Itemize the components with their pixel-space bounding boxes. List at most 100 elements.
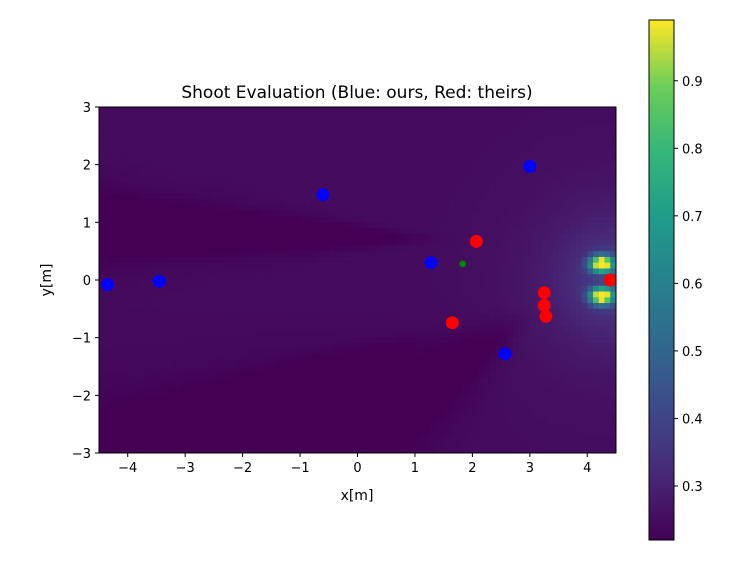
heatmap-cell [305, 176, 313, 183]
heatmap-cell [455, 112, 462, 120]
heatmap-cell [426, 331, 433, 339]
heatmap-cell [432, 141, 439, 148]
heatmap-cell [489, 222, 496, 229]
heatmap-cell [346, 158, 353, 166]
heatmap-cell [116, 401, 123, 408]
heatmap-cell [357, 176, 364, 183]
heatmap-cell [254, 297, 261, 304]
heatmap-cell [564, 193, 571, 200]
heatmap-cell [466, 176, 473, 183]
heatmap-cell [294, 107, 301, 114]
heatmap-cell [340, 193, 347, 200]
heatmap-cell [311, 337, 318, 345]
heatmap-cell [598, 153, 606, 160]
heatmap-cell [495, 112, 502, 120]
heatmap-cell [323, 418, 330, 425]
heatmap-cell [489, 153, 496, 160]
heatmap-cell [414, 326, 422, 333]
heatmap-cell [259, 193, 267, 200]
heatmap-cell [368, 308, 376, 316]
heatmap-cell [547, 228, 554, 235]
heatmap-cell [236, 205, 244, 212]
heatmap-cell [167, 130, 175, 137]
heatmap-cell [587, 412, 594, 419]
heatmap-cell [547, 170, 554, 177]
heatmap-cell [156, 366, 163, 373]
heatmap-cell [529, 193, 537, 200]
heatmap-cell [277, 216, 284, 223]
heatmap-cell [437, 256, 445, 264]
heatmap-cell [432, 337, 439, 345]
heatmap-cell [185, 210, 192, 218]
heatmap-cell [489, 372, 496, 379]
heatmap-cell [282, 389, 290, 396]
heatmap-cell [397, 395, 405, 402]
heatmap-cell [173, 112, 181, 120]
heatmap-cell [328, 303, 336, 310]
heatmap-cell [254, 274, 261, 281]
heatmap-cell [506, 118, 514, 125]
heatmap-cell [564, 170, 571, 177]
heatmap-cell [386, 412, 393, 419]
heatmap-cell [478, 147, 485, 154]
heatmap-cell [282, 199, 290, 206]
heatmap-cell [558, 199, 565, 206]
heatmap-cell [409, 193, 416, 200]
heatmap-cell [208, 251, 215, 258]
heatmap-cell [598, 395, 606, 402]
heatmap-cell [610, 158, 616, 166]
heatmap-cell [593, 280, 600, 287]
heatmap-cell [495, 308, 502, 316]
heatmap-cell [127, 118, 135, 125]
heatmap-cell [541, 233, 548, 241]
heatmap-cell [391, 170, 399, 177]
heatmap-cell [340, 337, 347, 345]
heatmap-cell [110, 233, 117, 241]
heatmap-cell [501, 112, 508, 120]
heatmap-cell [547, 164, 554, 172]
heatmap-cell [334, 205, 341, 212]
heatmap-cell [305, 153, 313, 160]
heatmap-cell [277, 418, 284, 425]
heatmap-cell [598, 378, 606, 385]
heatmap-cell [340, 331, 347, 339]
heatmap-cell [547, 412, 554, 419]
heatmap-cell [202, 285, 209, 293]
heatmap-cell [374, 112, 382, 120]
heatmap-cell [219, 412, 226, 419]
heatmap-cell [524, 395, 531, 402]
heatmap-cell [271, 164, 278, 172]
heatmap-cell [121, 297, 129, 304]
heatmap-cell [426, 210, 433, 218]
heatmap-cell [294, 135, 301, 143]
heatmap-cell [254, 366, 261, 373]
heatmap-cell [541, 274, 548, 281]
heatmap-cell [190, 153, 198, 160]
heatmap-cell [478, 331, 485, 339]
heatmap-cell [231, 331, 238, 339]
heatmap-cell [248, 424, 255, 431]
heatmap-cell [598, 199, 606, 206]
heatmap-cell [547, 256, 554, 264]
heatmap-cell [598, 228, 606, 235]
heatmap-cell [185, 285, 192, 293]
heatmap-cell [495, 331, 502, 339]
heatmap-cell [150, 337, 158, 345]
heatmap-cell [535, 135, 542, 143]
heatmap-cell [294, 412, 301, 419]
heatmap-cell [294, 418, 301, 425]
heatmap-cell [231, 343, 238, 350]
heatmap-cell [426, 112, 433, 120]
heatmap-cell [185, 406, 192, 414]
heatmap-cell [489, 107, 496, 114]
heatmap-cell [265, 337, 272, 345]
heatmap-cell [483, 303, 491, 310]
heatmap-cell [213, 199, 221, 206]
heatmap-cell [254, 268, 261, 275]
heatmap-cell [368, 112, 376, 120]
heatmap-cell [300, 291, 307, 298]
heatmap-cell [368, 274, 376, 281]
heatmap-cell [294, 199, 301, 206]
heatmap-cell [489, 228, 496, 235]
heatmap-cell [610, 228, 616, 235]
